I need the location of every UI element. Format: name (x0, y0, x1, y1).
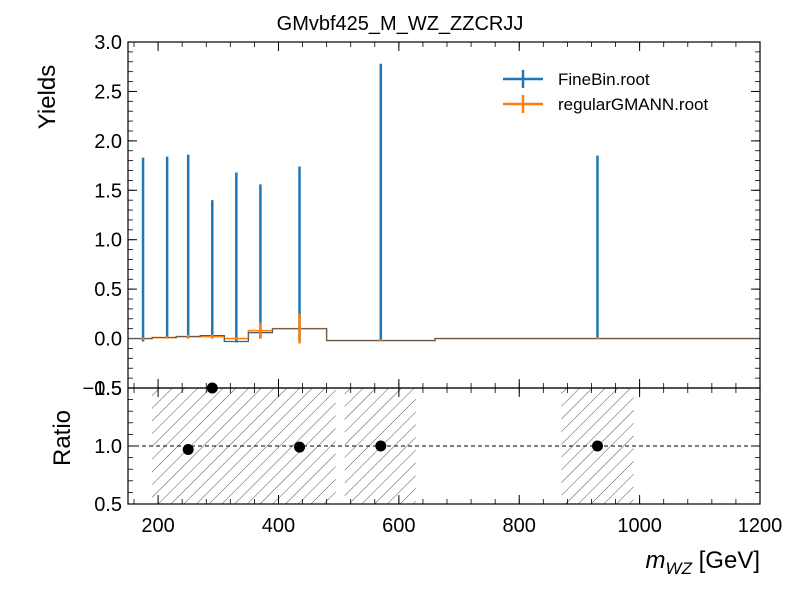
legend-label-finebin: FineBin.root (558, 70, 650, 89)
x-tick-label: 800 (503, 515, 536, 537)
x-tick-label: 1200 (738, 515, 783, 537)
ratio-y-tick-label: 1.5 (94, 378, 122, 400)
legend-label-regular: regularGMANN.root (558, 95, 708, 114)
ratio-point (375, 440, 387, 452)
main-y-tick-label: 0.0 (94, 329, 122, 351)
ratio-y-tick-label: 0.5 (94, 494, 122, 516)
main-axis-ticks (128, 41, 761, 389)
x-tick-label: 200 (141, 515, 174, 537)
x-axis-label-var: m (646, 547, 666, 574)
legend: FineBin.root regularGMANN.root (503, 70, 708, 114)
ratio-plot-area (128, 388, 760, 504)
y-axis-label-ratio: Ratio (49, 410, 76, 466)
x-tick-label: 400 (262, 515, 295, 537)
x-axis-label-unit: [GeV] (692, 547, 760, 574)
ratio-y-tick-label: 1.0 (94, 436, 122, 458)
main-y-tick-label: −0.5 (83, 378, 122, 400)
ratio-y-tick-labels: 0.5 1.0 1.5 (94, 378, 122, 516)
ratio-point (294, 441, 306, 453)
main-y-tick-labels: −0.5 0.0 0.5 1.0 1.5 2.0 2.5 3.0 (83, 32, 122, 400)
x-tick-label: 600 (382, 515, 415, 537)
ratio-point (591, 440, 603, 452)
ratio-axis-ticks (128, 387, 761, 505)
x-tick-labels: 200 400 600 800 1000 1200 (141, 515, 782, 537)
ratio-panel-frame (127, 387, 761, 505)
main-plot-area (128, 63, 760, 344)
main-y-tick-label: 1.5 (94, 180, 122, 202)
x-axis-label: mWZ [GeV] (646, 547, 760, 578)
step-histogram-series-1 (128, 328, 760, 343)
x-tick-label: 1000 (617, 515, 662, 537)
main-y-tick-label: 2.5 (94, 81, 122, 103)
x-axis-label-sub: WZ (666, 559, 693, 578)
y-axis-label-main: Yields (34, 65, 61, 129)
main-y-tick-label: 2.0 (94, 131, 122, 153)
main-y-tick-label: 3.0 (94, 32, 122, 54)
main-y-tick-label: 0.5 (94, 279, 122, 301)
chart-title: GMvbf425_M_WZ_ZZCRJJ (277, 13, 524, 35)
main-y-tick-label: 1.0 (94, 230, 122, 252)
ratio-point (182, 443, 194, 455)
